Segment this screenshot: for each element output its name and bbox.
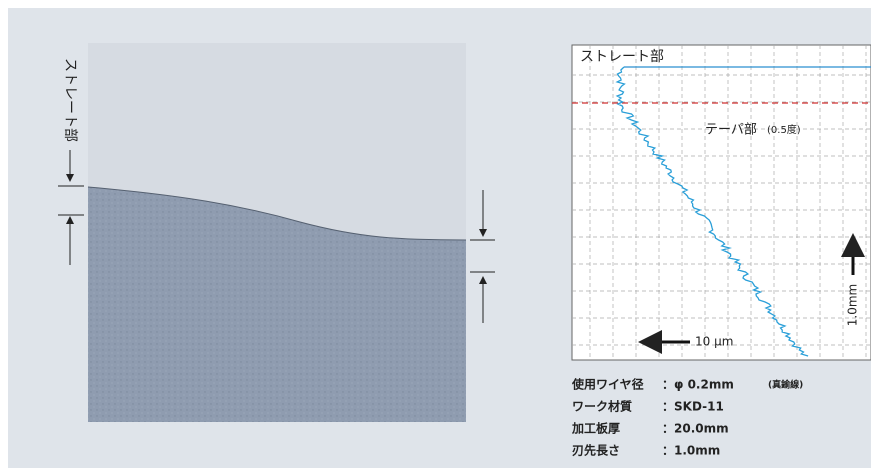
spec-value: ：φ 0.2mm (662, 378, 734, 392)
spec-value: ：20.0mm (662, 422, 729, 436)
spec-value: ：1.0mm (662, 444, 720, 458)
spec-label: 刃先長さ (572, 443, 620, 458)
spec-label: 使用ワイヤ径 (571, 377, 644, 392)
figure: ストレート部 ストレート部 テーパ部 (0.5度) 10 μm 1.0mm 使用… (0, 0, 871, 468)
spec-label: 加工板厚 (571, 421, 620, 436)
side-label: ストレート部 (62, 58, 78, 142)
taper-label: テーパ部 (705, 123, 757, 138)
straight-label: ストレート部 (580, 49, 664, 65)
spec-note: (真鍮線) (768, 379, 803, 391)
profile-plot (572, 45, 871, 360)
y-scale-label: 1.0mm (846, 284, 860, 326)
spec-label: ワーク材質 (572, 399, 632, 414)
spec-value: ：SKD-11 (662, 400, 724, 414)
taper-angle: (0.5度) (767, 123, 801, 136)
photo (88, 43, 466, 422)
x-scale-label: 10 μm (695, 335, 733, 349)
